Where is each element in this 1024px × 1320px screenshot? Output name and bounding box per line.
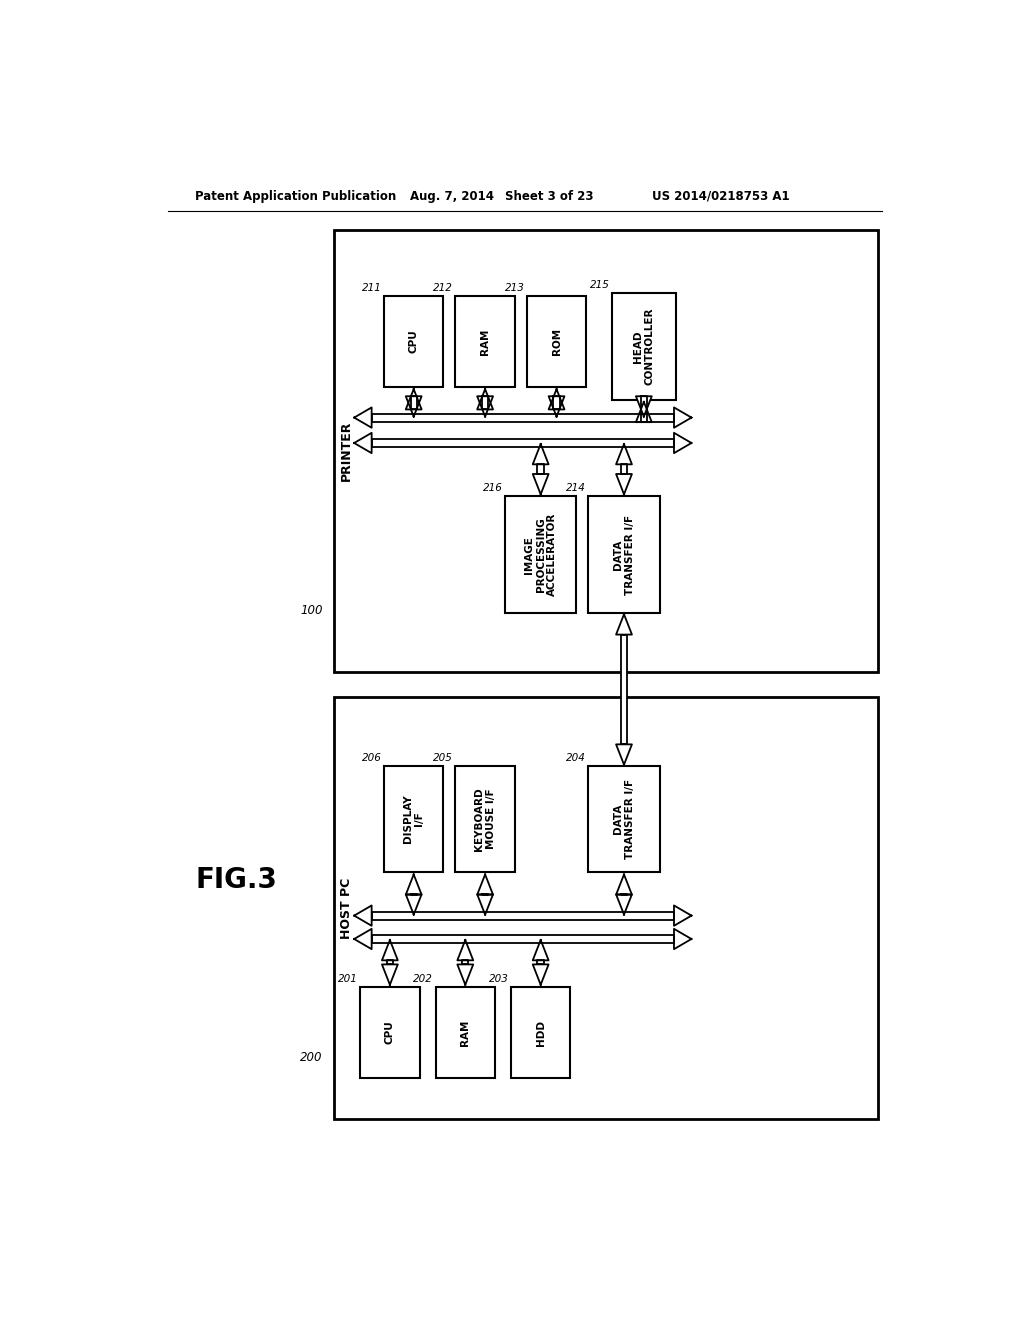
Text: HOST PC: HOST PC	[340, 878, 352, 939]
Polygon shape	[354, 408, 372, 428]
Polygon shape	[549, 389, 564, 409]
Polygon shape	[354, 433, 372, 453]
Polygon shape	[477, 396, 494, 417]
Bar	[334, 230, 878, 672]
Text: DATA
TRANSFER I/F: DATA TRANSFER I/F	[613, 779, 635, 859]
Text: Sheet 3 of 23: Sheet 3 of 23	[505, 190, 594, 202]
Polygon shape	[674, 433, 691, 453]
Text: 216: 216	[482, 483, 503, 494]
Polygon shape	[532, 965, 549, 985]
Polygon shape	[406, 874, 422, 895]
Polygon shape	[616, 874, 632, 895]
Bar	[360, 987, 420, 1078]
Text: 204: 204	[566, 752, 586, 763]
Polygon shape	[406, 389, 422, 409]
Text: US 2014/0218753 A1: US 2014/0218753 A1	[652, 190, 790, 202]
Text: RAM: RAM	[460, 1019, 470, 1045]
Polygon shape	[532, 940, 549, 961]
Polygon shape	[538, 961, 544, 965]
Polygon shape	[372, 413, 674, 421]
Polygon shape	[549, 396, 564, 417]
Text: 205: 205	[433, 752, 453, 763]
Text: IMAGE
PROCESSING
ACCELERATOR: IMAGE PROCESSING ACCELERATOR	[524, 513, 557, 597]
Polygon shape	[532, 444, 549, 465]
Polygon shape	[636, 401, 652, 422]
Text: PRINTER: PRINTER	[340, 421, 352, 480]
Polygon shape	[382, 940, 397, 961]
Text: HDD: HDD	[536, 1019, 546, 1045]
Polygon shape	[674, 408, 691, 428]
Bar	[384, 766, 443, 873]
Polygon shape	[477, 894, 494, 915]
Polygon shape	[641, 396, 647, 422]
Text: HEAD
CONTROLLER: HEAD CONTROLLER	[633, 308, 654, 385]
Text: DISPLAY
I/F: DISPLAY I/F	[402, 795, 425, 843]
Polygon shape	[674, 929, 691, 949]
Polygon shape	[553, 396, 560, 409]
Polygon shape	[621, 635, 627, 744]
Polygon shape	[406, 894, 422, 915]
Bar	[526, 296, 587, 387]
Polygon shape	[372, 935, 674, 942]
Polygon shape	[354, 906, 372, 925]
Polygon shape	[621, 465, 627, 474]
Polygon shape	[477, 389, 494, 409]
Text: 201: 201	[338, 974, 357, 983]
Bar	[505, 496, 577, 614]
Polygon shape	[616, 614, 632, 635]
Text: 212: 212	[433, 282, 453, 293]
Polygon shape	[616, 744, 632, 764]
Polygon shape	[406, 396, 422, 417]
Text: FIG.3: FIG.3	[196, 866, 278, 894]
Polygon shape	[458, 965, 473, 985]
Polygon shape	[458, 940, 473, 961]
Polygon shape	[482, 396, 488, 409]
Text: 202: 202	[414, 974, 433, 983]
Bar	[511, 987, 570, 1078]
Text: RAM: RAM	[480, 329, 490, 355]
Text: ROM: ROM	[552, 327, 561, 355]
Text: KEYBOARD
MOUSE I/F: KEYBOARD MOUSE I/F	[474, 787, 496, 851]
Text: Patent Application Publication: Patent Application Publication	[196, 190, 396, 202]
Bar	[435, 987, 495, 1078]
Polygon shape	[411, 396, 417, 409]
Polygon shape	[387, 961, 393, 965]
Bar	[384, 296, 443, 387]
Bar	[588, 496, 659, 614]
Text: Aug. 7, 2014: Aug. 7, 2014	[410, 190, 494, 202]
Polygon shape	[616, 894, 632, 915]
Text: DATA
TRANSFER I/F: DATA TRANSFER I/F	[613, 515, 635, 595]
Text: 206: 206	[361, 752, 382, 763]
Polygon shape	[538, 465, 544, 474]
Polygon shape	[674, 906, 691, 925]
Bar	[334, 697, 878, 1119]
Polygon shape	[636, 396, 652, 417]
Text: 215: 215	[590, 280, 609, 290]
Polygon shape	[616, 474, 632, 494]
Polygon shape	[354, 929, 372, 949]
Bar	[456, 766, 515, 873]
Polygon shape	[372, 440, 674, 447]
Text: 203: 203	[488, 974, 509, 983]
Polygon shape	[462, 961, 468, 965]
Text: CPU: CPU	[385, 1020, 395, 1044]
Polygon shape	[382, 965, 397, 985]
Bar	[456, 296, 515, 387]
Text: 213: 213	[505, 282, 524, 293]
Polygon shape	[372, 912, 674, 920]
Bar	[588, 766, 659, 873]
Bar	[612, 293, 676, 400]
Polygon shape	[616, 444, 632, 465]
Text: 200: 200	[300, 1052, 323, 1064]
Text: 100: 100	[300, 605, 323, 618]
Text: CPU: CPU	[409, 330, 419, 354]
Text: 211: 211	[361, 282, 382, 293]
Polygon shape	[532, 474, 549, 494]
Polygon shape	[477, 874, 494, 895]
Text: 214: 214	[566, 483, 586, 494]
